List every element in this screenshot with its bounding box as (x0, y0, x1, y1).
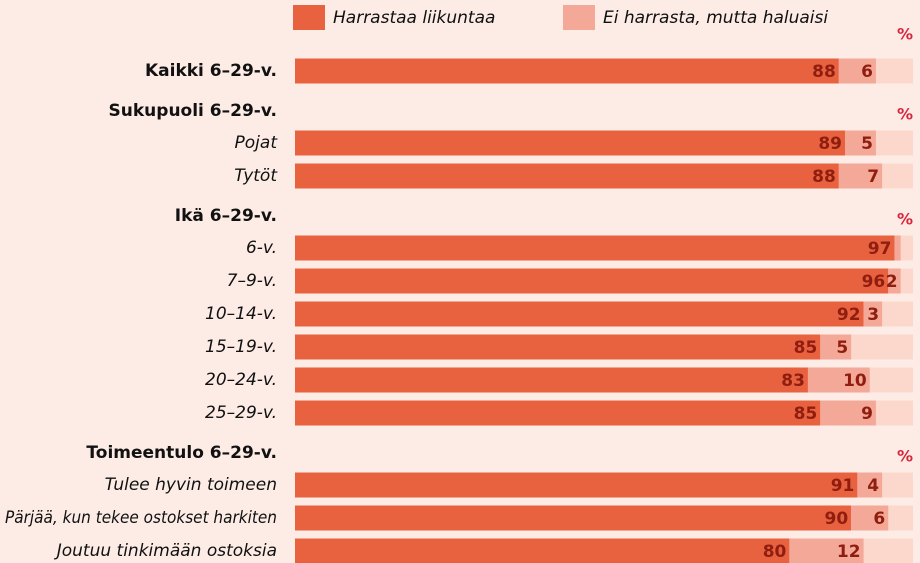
bar-segment (863, 301, 883, 327)
value-label: 4 (867, 476, 879, 496)
value-label: 9 (861, 404, 873, 424)
bar-segment (295, 58, 839, 84)
value-label: 5 (861, 134, 873, 154)
bar-segment (838, 163, 883, 189)
bar-segment (894, 235, 901, 261)
value-label: 97 (868, 239, 892, 259)
category-label: 6-v. (246, 238, 277, 258)
category-label: Joutuu tinkimään ostoksia (54, 541, 277, 561)
category-label: Pärjää, kun tekee ostokset harkiten (5, 508, 277, 528)
category-label: 25–29-v. (205, 403, 277, 423)
bar-segment (857, 472, 883, 498)
bar-segment (295, 505, 852, 531)
bar-segment (295, 301, 864, 327)
unit-label: % (897, 447, 913, 466)
value-label: 2 (886, 272, 898, 292)
bar-segment (807, 367, 870, 393)
value-label: 89 (818, 134, 842, 154)
value-label: 3 (867, 305, 879, 325)
bar-segment (295, 538, 790, 563)
bar-segment (295, 130, 846, 156)
group-title: Ikä 6–29-v. (175, 206, 277, 226)
value-label: 96 (862, 272, 886, 292)
legend-label: Ei harrasta, mutta haluaisi (603, 8, 828, 28)
category-label: Tytöt (234, 166, 278, 186)
value-label: 90 (825, 509, 849, 529)
bar-segment (295, 163, 839, 189)
bar-segment (295, 472, 858, 498)
group-title: Sukupuoli 6–29-v. (109, 101, 277, 121)
group-title: Kaikki 6–29-v. (145, 61, 277, 81)
value-label: 6 (861, 62, 873, 82)
category-label: 10–14-v. (205, 304, 277, 324)
value-label: 12 (837, 542, 861, 562)
value-label: 85 (794, 404, 818, 424)
category-label: Tulee hyvin toimeen (105, 475, 277, 495)
value-label: 91 (831, 476, 855, 496)
unit-label: % (897, 210, 913, 229)
bar-segment (295, 268, 889, 294)
category-label: 7–9-v. (227, 271, 277, 291)
value-label: 92 (837, 305, 861, 325)
category-label: 15–19-v. (205, 337, 277, 357)
bar-segment (820, 334, 852, 360)
bar-segment (295, 235, 895, 261)
bar-segment (295, 334, 821, 360)
unit-label: % (897, 105, 913, 124)
bar-segment (838, 58, 876, 84)
bar-segment (851, 505, 889, 531)
legend-swatch (563, 5, 595, 30)
value-label: 85 (794, 338, 818, 358)
unit-label: % (897, 25, 913, 44)
bar-segment (789, 538, 864, 563)
category-label: Pojat (235, 133, 279, 153)
value-label: 7 (867, 167, 879, 187)
value-label: 10 (843, 371, 867, 391)
legend-swatch (293, 5, 325, 30)
category-label: 20–24-v. (205, 370, 277, 390)
bar-segment (888, 268, 901, 294)
group-title: Toimeentulo 6–29-v. (86, 443, 277, 463)
legend-label: Harrastaa liikuntaa (333, 8, 495, 28)
value-label: 83 (781, 371, 805, 391)
bar-segment (295, 367, 808, 393)
bar-segment (295, 400, 821, 426)
bar-segment (820, 400, 876, 426)
value-label: 80 (763, 542, 787, 562)
value-label: 5 (836, 338, 848, 358)
bar-segment (845, 130, 876, 156)
value-label: 6 (873, 509, 885, 529)
value-label: 88 (812, 62, 836, 82)
value-label: 88 (812, 167, 836, 187)
